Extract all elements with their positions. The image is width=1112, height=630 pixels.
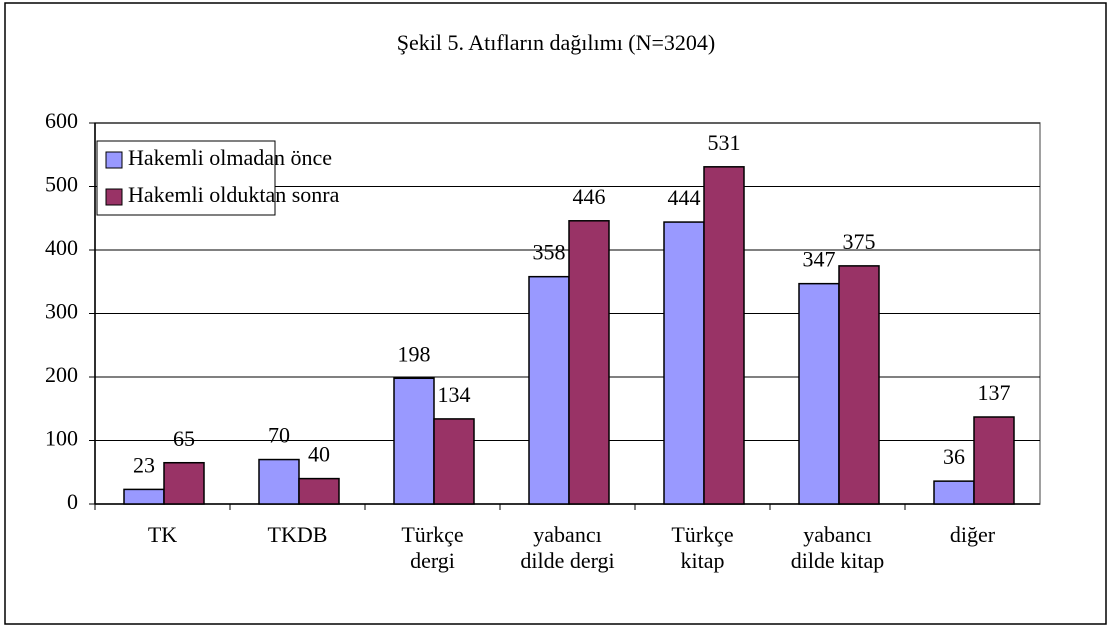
- bar: [258, 458, 300, 505]
- legend-label: Hakemli olduktan sonra: [128, 182, 340, 207]
- y-tick-label: 400: [45, 235, 78, 260]
- bar: [798, 282, 840, 505]
- value-label: 347: [803, 247, 836, 272]
- y-tick-label: 500: [45, 172, 78, 197]
- value-label: 531: [708, 130, 741, 155]
- bar: [298, 477, 340, 505]
- legend-label: Hakemli olmadan önce: [128, 145, 332, 170]
- value-label: 70: [268, 423, 290, 448]
- x-tick-label: yabancı dilde kitap: [790, 522, 885, 573]
- value-label: 36: [943, 444, 965, 469]
- x-tick-label: diğer: [949, 522, 996, 547]
- y-tick-label: 200: [45, 362, 78, 387]
- legend-swatch: [105, 151, 123, 169]
- value-label: 444: [668, 185, 701, 210]
- bar: [703, 166, 745, 505]
- value-label: 23: [133, 452, 155, 477]
- value-label: 65: [173, 426, 195, 451]
- legend-box: [96, 140, 276, 216]
- bar: [838, 265, 880, 505]
- x-tick-label: yabancı dilde dergi: [520, 522, 615, 573]
- value-label: 137: [978, 380, 1011, 405]
- bar: [393, 377, 435, 505]
- x-tick-label: TK: [147, 522, 178, 547]
- chart-title: Şekil 5. Atıfların dağılımı (N=3204): [397, 30, 716, 55]
- value-label: 198: [398, 341, 431, 366]
- bar: [433, 418, 475, 505]
- value-label: 446: [573, 184, 606, 209]
- bar: [528, 275, 570, 505]
- legend-swatch: [105, 188, 123, 206]
- bar: [663, 221, 705, 505]
- bar: [973, 416, 1015, 505]
- y-tick-label: 0: [67, 489, 78, 514]
- bar: [568, 220, 610, 505]
- bar: [933, 480, 975, 505]
- bar: [163, 461, 205, 505]
- y-tick-label: 100: [45, 426, 78, 451]
- value-label: 134: [438, 382, 471, 407]
- y-tick-label: 600: [45, 108, 78, 133]
- value-label: 40: [308, 442, 330, 467]
- bar: [123, 488, 165, 505]
- x-tick-label: Türkçe dergi: [401, 522, 464, 573]
- y-tick-label: 300: [45, 299, 78, 324]
- value-label: 375: [843, 229, 876, 254]
- value-label: 358: [533, 240, 566, 265]
- x-tick-label: Türkçe kitap: [671, 522, 734, 573]
- x-tick-label: TKDB: [267, 522, 328, 547]
